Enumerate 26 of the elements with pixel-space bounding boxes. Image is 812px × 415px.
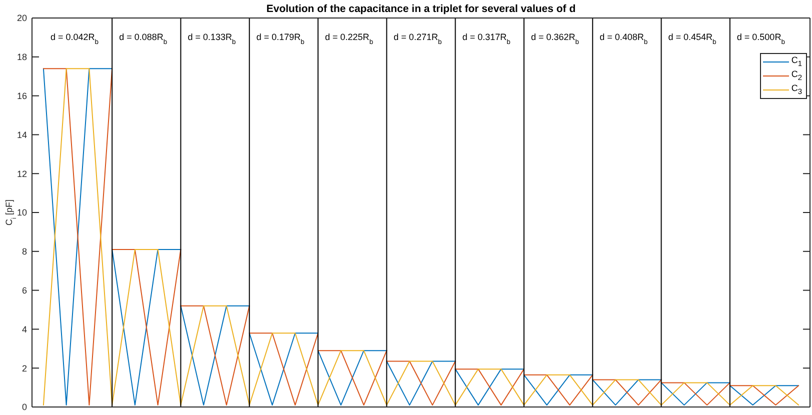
y-tick-label: 14	[16, 130, 27, 140]
y-tick-label: 2	[22, 363, 27, 374]
legend-label: C$_{1}$	[791, 54, 802, 70]
y-tick-label: 4	[22, 324, 27, 334]
annotation: d = 0.408R$_{b}$	[600, 32, 648, 46]
annotation: d = 0.500R$_{b}$	[736, 32, 786, 46]
y-tick-label: 8	[22, 246, 27, 257]
annotation: d = 0.271R$_{b}$	[394, 32, 442, 46]
y-tick-label: 16	[16, 90, 27, 101]
chart-title: Evolution of the capacitance in a triplet for several values of d	[266, 3, 576, 15]
y-tick-label: 6	[22, 285, 27, 296]
y-tick-label: 18	[16, 52, 27, 62]
y-tick-label: 0	[22, 402, 27, 412]
legend-label: C$_{3}$	[791, 82, 802, 98]
annotation: d = 0.088R$_{b}$	[119, 32, 168, 46]
annotation: d = 0.133R$_{b}$	[188, 32, 236, 46]
annotation: d = 0.042R$_{b}$	[50, 32, 99, 46]
y-tick-label: 10	[16, 208, 27, 218]
annotation: d = 0.317R$_{b}$	[462, 32, 511, 46]
y-tick-label: 20	[16, 13, 27, 24]
annotation: d = 0.454R$_{b}$	[668, 32, 717, 46]
y-tick-label: 12	[16, 168, 27, 179]
annotation: d = 0.362R$_{b}$	[530, 32, 580, 46]
legend-label: C$_{2}$	[791, 68, 802, 84]
annotation: d = 0.225R$_{b}$	[325, 32, 374, 46]
annotation: d = 0.179R$_{b}$	[256, 32, 305, 46]
